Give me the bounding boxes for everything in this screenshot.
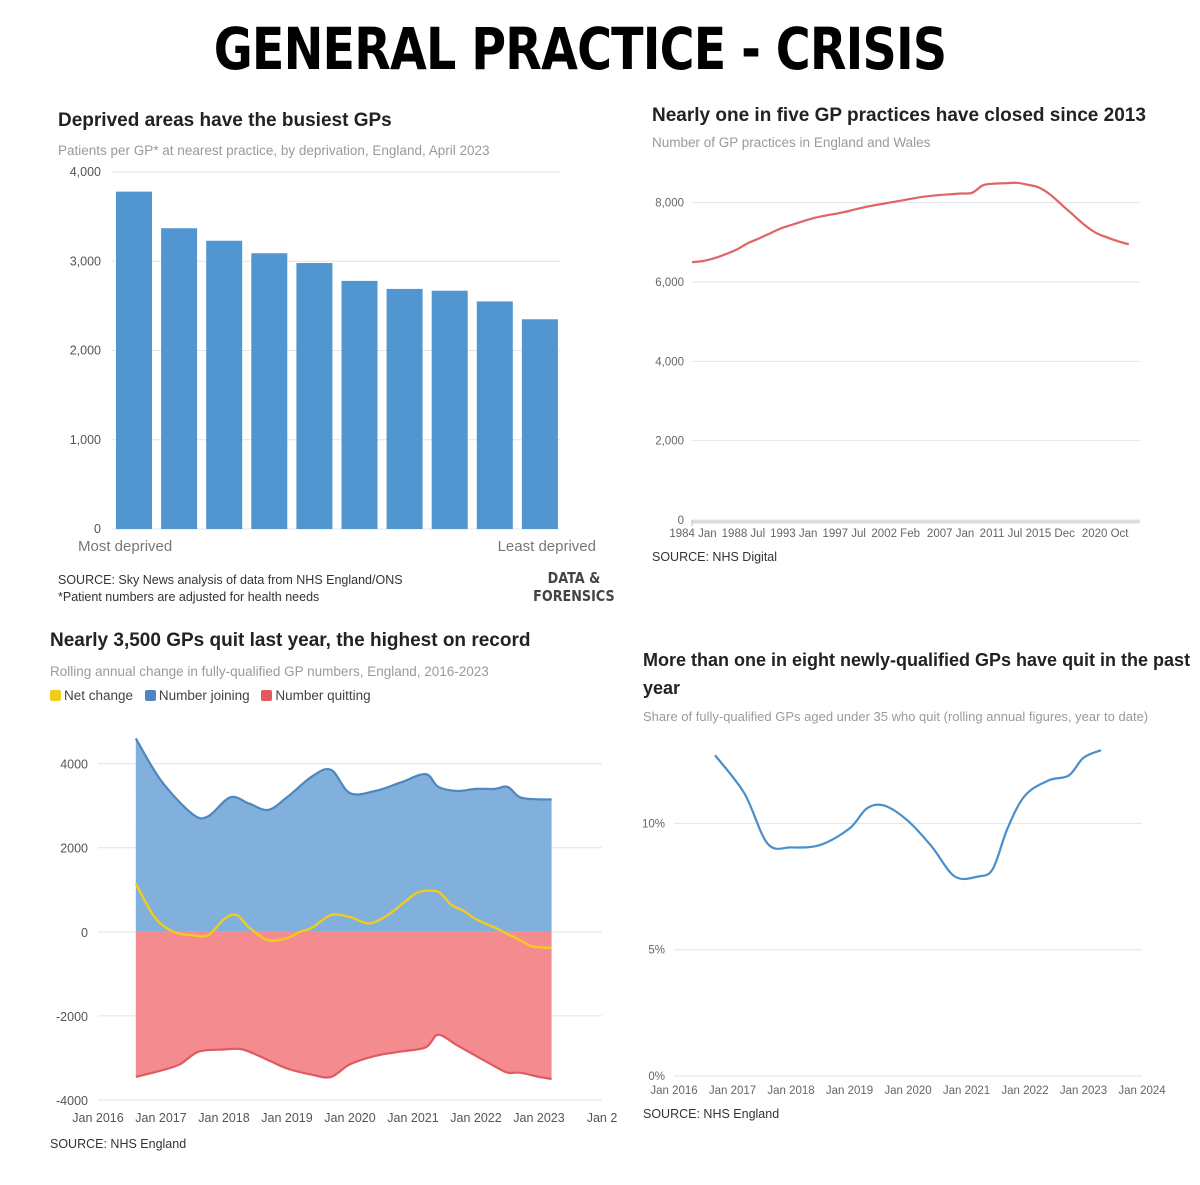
prac-xtick-label: 2015 Dec: [1026, 528, 1075, 540]
young-xtick-label: Jan 2023: [1060, 1085, 1107, 1097]
quits-xtick-label: Jan 2016: [72, 1111, 123, 1125]
legend-net-change: Net change: [50, 688, 133, 703]
dep-ytick-label: 4,000: [70, 165, 101, 179]
quits-subtitle: Rolling annual change in fully-qualified…: [50, 664, 489, 679]
logo-line1: DATA &: [547, 569, 601, 587]
prac-xtick-label: 2002 Feb: [871, 528, 920, 540]
deprivation-title: Deprived areas have the busiest GPs: [58, 110, 392, 131]
dep-bar: [116, 191, 152, 529]
young-title-line1: More than one in eight newly-qualified G…: [643, 650, 1191, 670]
quits-ytick-label: 2000: [60, 842, 88, 856]
quits-legend: Net change Number joining Number quittin…: [50, 688, 379, 703]
quits-xtick-label: Jan 2021: [387, 1111, 438, 1125]
quits-quitting-area: [135, 931, 552, 1079]
prac-xtick-label: 1997 Jul: [822, 528, 865, 540]
quits-xtick-label: Jan 2: [587, 1111, 618, 1125]
quits-joining-line: [134, 737, 552, 820]
practices-subtitle: Number of GP practices in England and Wa…: [652, 135, 931, 150]
prac-ytick-label: 8,000: [655, 198, 684, 210]
dep-bar: [386, 288, 423, 529]
prac-xtick-label: 2007 Jan: [927, 528, 974, 540]
quits-net-line: [134, 882, 552, 949]
dep-bar: [476, 301, 513, 529]
dep-ytick-label: 2,000: [70, 344, 101, 358]
logo-line2: FORENSICS: [533, 587, 615, 605]
page-title: GENERAL PRACTICE - CRISIS: [213, 15, 947, 83]
dep-bar: [206, 240, 243, 529]
young-source: SOURCE: NHS England: [643, 1107, 780, 1121]
young-xtick-label: Jan 2022: [1001, 1085, 1048, 1097]
prac-ytick-label: 4,000: [655, 356, 684, 368]
legend-label-joining: Number joining: [158, 688, 250, 703]
dep-ytick-label: 3,000: [70, 254, 101, 268]
dep-bar: [521, 319, 558, 529]
quits-ytick-label: -2000: [56, 1010, 88, 1024]
prac-xtick-label: 2011 Jul: [980, 528, 1023, 540]
prac-xtick-label: 1984 Jan: [669, 528, 716, 540]
quits-ytick-label: 4000: [60, 758, 88, 772]
prac-xtick-label: 1993 Jan: [770, 528, 817, 540]
deprivation-note: *Patient numbers are adjusted for health…: [58, 590, 320, 604]
legend-swatch-quitting: [261, 690, 273, 701]
legend-label-quitting: Number quitting: [275, 688, 371, 703]
dep-bar: [251, 253, 288, 529]
quits-xtick-label: Jan 2018: [198, 1111, 249, 1125]
quits-quitting-line: [135, 1033, 552, 1081]
deprivation-source: SOURCE: Sky News analysis of data from N…: [58, 573, 403, 587]
young-ytick-label: 10%: [642, 818, 665, 830]
quits-source: SOURCE: NHS England: [50, 1137, 187, 1151]
legend-joining: Number joining: [144, 688, 250, 703]
young-xtick-label: Jan 2016: [650, 1085, 697, 1097]
dep-bar: [431, 290, 468, 529]
quits-xtick-label: Jan 2023: [513, 1111, 564, 1125]
quits-xtick-label: Jan 2017: [135, 1111, 186, 1125]
young-xtick-label: Jan 2024: [1118, 1085, 1166, 1097]
young-subtitle: Share of fully-qualified GPs aged under …: [643, 709, 1149, 724]
young-xtick-label: Jan 2021: [943, 1085, 990, 1097]
young-series-line: [714, 749, 1102, 881]
young-ytick-label: 0%: [648, 1071, 665, 1083]
legend-swatch-net: [50, 690, 61, 701]
dep-left-label: Most deprived: [78, 538, 172, 555]
quits-ytick-label: -4000: [56, 1094, 88, 1108]
young-xtick-label: Jan 2017: [709, 1085, 756, 1097]
legend-swatch-joining: [144, 690, 156, 701]
prac-xtick-label: 1988 Jul: [722, 528, 765, 540]
prac-ytick-label: 2,000: [655, 436, 684, 448]
quits-xtick-label: Jan 2020: [324, 1111, 375, 1125]
dep-bar: [341, 280, 378, 529]
deprivation-subtitle: Patients per GP* at nearest practice, by…: [58, 143, 490, 158]
prac-series-line: [691, 181, 1130, 264]
prac-xtick-label: 2020 Oct: [1082, 528, 1129, 540]
quits-ytick-label: 0: [81, 926, 88, 940]
young-xtick-label: Jan 2018: [767, 1085, 814, 1097]
young-title-line2: year: [643, 678, 681, 698]
data-forensics-logo: DATA & FORENSICS: [533, 569, 614, 605]
prac-ytick-label: 0: [678, 515, 684, 527]
quits-joining-area: [135, 738, 552, 932]
young-ytick-label: 5%: [648, 945, 665, 957]
quits-xtick-label: Jan 2022: [450, 1111, 501, 1125]
young-xtick-label: Jan 2020: [884, 1085, 931, 1097]
dep-right-label: Least deprived: [498, 538, 596, 555]
legend-quitting: Number quitting: [261, 688, 371, 703]
dep-bar: [296, 263, 333, 529]
prac-ytick-label: 6,000: [655, 277, 684, 289]
young-xtick-label: Jan 2019: [826, 1085, 873, 1097]
practices-title: Nearly one in five GP practices have clo…: [652, 105, 1146, 126]
legend-label-net: Net change: [64, 688, 134, 703]
dep-ytick-label: 1,000: [70, 433, 101, 447]
quits-title: Nearly 3,500 GPs quit last year, the hig…: [50, 630, 531, 651]
dep-ytick-label: 0: [94, 522, 101, 536]
dep-bar: [161, 228, 198, 530]
quits-xtick-label: Jan 2019: [261, 1111, 312, 1125]
practices-source: SOURCE: NHS Digital: [652, 550, 778, 564]
